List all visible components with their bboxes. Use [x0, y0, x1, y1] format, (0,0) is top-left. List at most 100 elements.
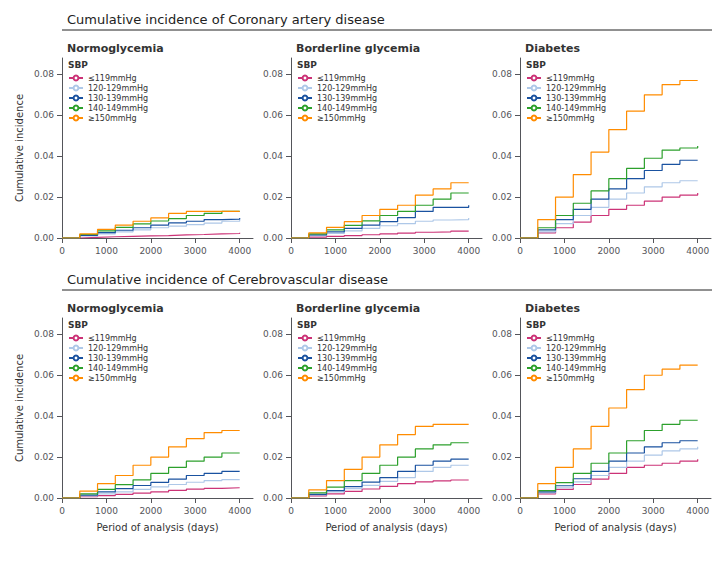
svg-text:0: 0	[59, 246, 65, 256]
svg-text:130-139mmHg: 130-139mmHg	[317, 94, 377, 103]
svg-text:3000: 3000	[642, 246, 665, 256]
svg-text:130-139mmHg: 130-139mmHg	[317, 354, 377, 363]
svg-text:1000: 1000	[324, 246, 347, 256]
svg-text:0.06: 0.06	[492, 110, 512, 120]
svg-text:0.02: 0.02	[263, 452, 283, 462]
svg-text:0.02: 0.02	[492, 192, 512, 202]
svg-text:0.08: 0.08	[492, 329, 512, 339]
svg-text:0.00: 0.00	[34, 233, 54, 243]
svg-text:0.06: 0.06	[34, 110, 54, 120]
svg-text:0.02: 0.02	[34, 452, 54, 462]
svg-text:4000: 4000	[228, 246, 251, 256]
svg-text:140-149mmHg: 140-149mmHg	[317, 104, 377, 113]
svg-text:Normoglycemia: Normoglycemia	[67, 42, 164, 55]
svg-text:3000: 3000	[413, 246, 436, 256]
svg-text:1000: 1000	[553, 246, 576, 256]
svg-text:0: 0	[59, 506, 65, 516]
svg-text:120-129mmHg: 120-129mmHg	[317, 344, 377, 353]
svg-text:≥150mmHg: ≥150mmHg	[88, 374, 137, 383]
svg-text:2000: 2000	[597, 246, 620, 256]
svg-text:SBP: SBP	[526, 60, 546, 70]
svg-text:0.04: 0.04	[263, 151, 283, 161]
svg-text:0.08: 0.08	[263, 69, 283, 79]
svg-text:0: 0	[517, 246, 523, 256]
svg-text:SBP: SBP	[297, 60, 317, 70]
svg-text:4000: 4000	[686, 506, 709, 516]
svg-text:Borderline glycemia: Borderline glycemia	[296, 42, 420, 55]
svg-text:≤119mmHg: ≤119mmHg	[546, 334, 595, 343]
svg-text:Borderline glycemia: Borderline glycemia	[296, 302, 420, 315]
svg-text:1000: 1000	[95, 506, 118, 516]
svg-text:4000: 4000	[457, 506, 480, 516]
svg-text:≥150mmHg: ≥150mmHg	[546, 374, 595, 383]
svg-text:120-129mmHg: 120-129mmHg	[546, 344, 606, 353]
svg-text:1000: 1000	[324, 506, 347, 516]
svg-text:0.04: 0.04	[492, 151, 512, 161]
svg-text:140-149mmHg: 140-149mmHg	[88, 364, 148, 373]
svg-text:0: 0	[288, 506, 294, 516]
svg-text:≤119mmHg: ≤119mmHg	[88, 74, 137, 83]
svg-text:120-129mmHg: 120-129mmHg	[317, 84, 377, 93]
svg-text:Cumulative incidence: Cumulative incidence	[14, 354, 25, 462]
svg-text:SBP: SBP	[68, 60, 88, 70]
svg-text:0.08: 0.08	[492, 69, 512, 79]
svg-text:Diabetes: Diabetes	[525, 302, 580, 315]
svg-text:0: 0	[288, 246, 294, 256]
svg-text:0.08: 0.08	[34, 329, 54, 339]
svg-text:4000: 4000	[457, 246, 480, 256]
svg-text:0.02: 0.02	[492, 452, 512, 462]
svg-text:0.00: 0.00	[34, 493, 54, 503]
svg-text:130-139mmHg: 130-139mmHg	[546, 354, 606, 363]
svg-text:2000: 2000	[368, 506, 391, 516]
svg-text:120-129mmHg: 120-129mmHg	[546, 84, 606, 93]
svg-text:Period of analysis (days): Period of analysis (days)	[96, 522, 218, 533]
svg-text:0.06: 0.06	[263, 110, 283, 120]
svg-text:2000: 2000	[139, 506, 162, 516]
svg-text:Cumulative incidence: Cumulative incidence	[14, 94, 25, 202]
svg-text:0.02: 0.02	[263, 192, 283, 202]
svg-text:2000: 2000	[597, 506, 620, 516]
svg-text:≤119mmHg: ≤119mmHg	[317, 74, 366, 83]
svg-text:0.00: 0.00	[492, 233, 512, 243]
svg-text:0.00: 0.00	[492, 493, 512, 503]
svg-text:SBP: SBP	[297, 320, 317, 330]
svg-text:0.02: 0.02	[34, 192, 54, 202]
svg-text:Period of analysis (days): Period of analysis (days)	[325, 522, 447, 533]
svg-text:140-149mmHg: 140-149mmHg	[546, 104, 606, 113]
svg-text:130-139mmHg: 130-139mmHg	[546, 94, 606, 103]
svg-text:3000: 3000	[184, 506, 207, 516]
svg-text:1000: 1000	[95, 246, 118, 256]
svg-text:≤119mmHg: ≤119mmHg	[546, 74, 595, 83]
svg-text:Cumulative incidence of Corona: Cumulative incidence of Coronary artery …	[67, 12, 385, 27]
svg-text:0.06: 0.06	[34, 370, 54, 380]
svg-text:3000: 3000	[184, 246, 207, 256]
svg-text:Normoglycemia: Normoglycemia	[67, 302, 164, 315]
svg-text:3000: 3000	[413, 506, 436, 516]
svg-text:2000: 2000	[368, 246, 391, 256]
svg-text:3000: 3000	[642, 506, 665, 516]
svg-text:0: 0	[517, 506, 523, 516]
svg-text:4000: 4000	[228, 506, 251, 516]
svg-text:120-129mmHg: 120-129mmHg	[88, 344, 148, 353]
svg-text:≤119mmHg: ≤119mmHg	[317, 334, 366, 343]
svg-text:≥150mmHg: ≥150mmHg	[317, 114, 366, 123]
svg-text:140-149mmHg: 140-149mmHg	[88, 104, 148, 113]
svg-text:0.00: 0.00	[263, 493, 283, 503]
svg-text:130-139mmHg: 130-139mmHg	[88, 354, 148, 363]
svg-text:0.08: 0.08	[34, 69, 54, 79]
svg-text:140-149mmHg: 140-149mmHg	[317, 364, 377, 373]
svg-text:Cumulative incidence of Cerebr: Cumulative incidence of Cerebrovascular …	[67, 272, 388, 287]
svg-text:0.06: 0.06	[263, 370, 283, 380]
svg-text:4000: 4000	[686, 246, 709, 256]
svg-text:0.04: 0.04	[492, 411, 512, 421]
svg-text:Period of analysis (days): Period of analysis (days)	[554, 522, 676, 533]
svg-text:0.06: 0.06	[492, 370, 512, 380]
svg-text:≥150mmHg: ≥150mmHg	[317, 374, 366, 383]
svg-text:SBP: SBP	[68, 320, 88, 330]
svg-text:0.04: 0.04	[263, 411, 283, 421]
svg-text:2000: 2000	[139, 246, 162, 256]
svg-text:0.04: 0.04	[34, 151, 54, 161]
svg-text:1000: 1000	[553, 506, 576, 516]
svg-text:≥150mmHg: ≥150mmHg	[88, 114, 137, 123]
svg-text:140-149mmHg: 140-149mmHg	[546, 364, 606, 373]
